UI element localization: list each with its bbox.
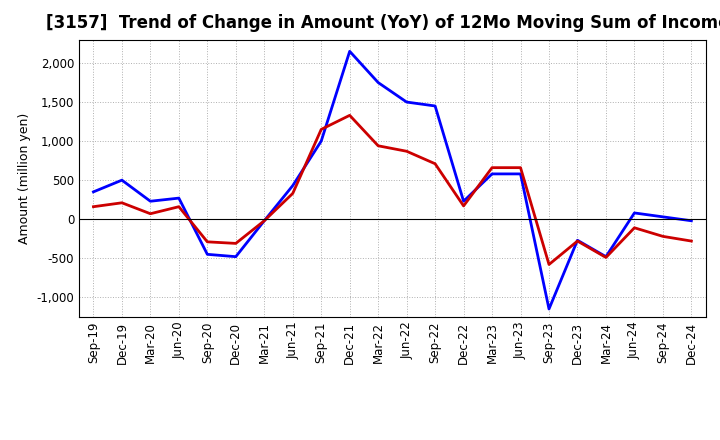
- Line: Ordinary Income: Ordinary Income: [94, 51, 691, 309]
- Ordinary Income: [459, 198, 468, 204]
- Line: Net Income: Net Income: [94, 115, 691, 264]
- Net Income: [374, 143, 382, 148]
- Net Income: [260, 218, 269, 224]
- Ordinary Income: [174, 195, 183, 201]
- Ordinary Income: [146, 198, 155, 204]
- Net Income: [232, 241, 240, 246]
- Ordinary Income: [203, 252, 212, 257]
- Net Income: [346, 113, 354, 118]
- Net Income: [431, 161, 439, 166]
- Net Income: [174, 204, 183, 209]
- Net Income: [687, 238, 696, 244]
- Ordinary Income: [687, 218, 696, 224]
- Net Income: [89, 204, 98, 209]
- Ordinary Income: [630, 210, 639, 216]
- Ordinary Income: [431, 103, 439, 109]
- Ordinary Income: [260, 218, 269, 224]
- Ordinary Income: [487, 171, 496, 176]
- Net Income: [545, 262, 554, 267]
- Net Income: [459, 203, 468, 209]
- Net Income: [117, 200, 126, 205]
- Ordinary Income: [232, 254, 240, 259]
- Ordinary Income: [659, 214, 667, 220]
- Net Income: [289, 191, 297, 196]
- Ordinary Income: [516, 171, 525, 176]
- Net Income: [402, 149, 411, 154]
- Ordinary Income: [346, 49, 354, 54]
- Ordinary Income: [317, 139, 325, 144]
- Title: [3157]  Trend of Change in Amount (YoY) of 12Mo Moving Sum of Incomes: [3157] Trend of Change in Amount (YoY) o…: [45, 15, 720, 33]
- Net Income: [602, 255, 611, 260]
- Net Income: [659, 234, 667, 239]
- Net Income: [146, 211, 155, 216]
- Ordinary Income: [289, 183, 297, 188]
- Net Income: [573, 238, 582, 244]
- Y-axis label: Amount (million yen): Amount (million yen): [18, 113, 31, 244]
- Net Income: [630, 225, 639, 231]
- Net Income: [317, 127, 325, 132]
- Ordinary Income: [89, 189, 98, 194]
- Ordinary Income: [602, 254, 611, 259]
- Ordinary Income: [117, 177, 126, 183]
- Net Income: [487, 165, 496, 170]
- Ordinary Income: [573, 238, 582, 243]
- Net Income: [516, 165, 525, 170]
- Net Income: [203, 239, 212, 245]
- Ordinary Income: [374, 80, 382, 85]
- Ordinary Income: [545, 306, 554, 312]
- Ordinary Income: [402, 99, 411, 105]
